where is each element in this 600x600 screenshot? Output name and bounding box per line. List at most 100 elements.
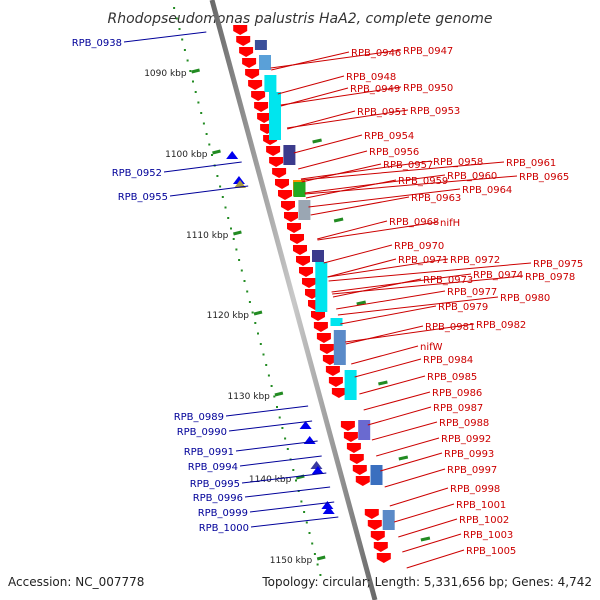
gene-label-rpb-0973[interactable]: RPB_0973 <box>423 275 473 286</box>
ruler-dot <box>192 80 194 83</box>
reverse-gene-arrow <box>232 176 245 184</box>
gene-label-rpb-1002[interactable]: RPB_1002 <box>459 515 509 526</box>
label-leader <box>228 420 313 432</box>
label-leader <box>277 75 345 95</box>
gene-label-rpb-0999[interactable]: RPB_0999 <box>198 508 248 519</box>
label-leader <box>384 468 446 488</box>
ruler-dot <box>197 101 200 104</box>
gene-label-rpb-0968[interactable]: RPB_0968 <box>389 217 439 228</box>
gene-label-rpb-0998[interactable]: RPB_0998 <box>450 484 500 495</box>
gene-arrow <box>313 322 328 332</box>
gene-label-rpb-0971[interactable]: RPB_0971 <box>398 255 448 266</box>
gene-label-rpb-0952[interactable]: RPB_0952 <box>112 168 162 179</box>
label-leader <box>308 188 461 208</box>
gene-label-rpb-0959[interactable]: RPB_0959 <box>398 176 448 187</box>
label-leader <box>327 258 397 278</box>
gene-arrow <box>233 25 248 35</box>
gene-label-rpb-1001[interactable]: RPB_1001 <box>456 500 506 511</box>
label-leader <box>244 486 331 498</box>
gene-label-rpb-0977[interactable]: RPB_0977 <box>447 287 497 298</box>
gene-label-rpb-0938[interactable]: RPB_0938 <box>72 38 122 49</box>
gene-label-rpb-0956[interactable]: RPB_0956 <box>369 147 419 158</box>
gene-arrow <box>376 553 391 563</box>
gene-label-rpb-0950[interactable]: RPB_0950 <box>403 83 453 94</box>
gene-arrow <box>367 520 382 530</box>
gene-block <box>358 420 371 440</box>
label-leader <box>123 31 207 43</box>
gene-label-rpb-1005[interactable]: RPB_1005 <box>466 546 516 557</box>
gene-label-rpb-0994[interactable]: RPB_0994 <box>188 462 238 473</box>
gene-label-rpb-0964[interactable]: RPB_0964 <box>462 185 512 196</box>
gene-arrow <box>296 256 310 266</box>
reverse-gene-arrow <box>226 151 239 159</box>
gene-label-rpb-0965[interactable]: RPB_0965 <box>519 172 569 183</box>
ruler-dot <box>316 563 319 566</box>
ruler-dot <box>238 259 241 261</box>
gene-label-rpb-0972[interactable]: RPB_0972 <box>450 255 500 266</box>
gene-label-rpb-0979[interactable]: RPB_0979 <box>438 302 488 313</box>
gene-label-rpb-0985[interactable]: RPB_0985 <box>427 372 477 383</box>
gene-label-nifh[interactable]: nifH <box>440 218 460 229</box>
gene-arrow <box>266 146 281 156</box>
gene-label-rpb-1000[interactable]: RPB_1000 <box>199 523 249 534</box>
gene-label-rpb-0991[interactable]: RPB_0991 <box>184 447 234 458</box>
gene-label-rpb-0986[interactable]: RPB_0986 <box>432 388 482 399</box>
gene-label-rpb-0980[interactable]: RPB_0980 <box>500 293 550 304</box>
gene-block <box>330 318 343 326</box>
gene-label-rpb-0984[interactable]: RPB_0984 <box>423 355 473 366</box>
ruler-tick <box>333 217 344 223</box>
gene-label-rpb-0948[interactable]: RPB_0948 <box>346 72 396 83</box>
gene-label-rpb-0958[interactable]: RPB_0958 <box>433 157 483 168</box>
gene-label-rpb-0975[interactable]: RPB_0975 <box>533 259 583 270</box>
gene-label-rpb-0955[interactable]: RPB_0955 <box>118 192 168 203</box>
gene-label-rpb-0997[interactable]: RPB_0997 <box>447 465 497 476</box>
gene-label-nifw[interactable]: nifW <box>420 342 443 353</box>
gene-label-rpb-0992[interactable]: RPB_0992 <box>441 434 491 445</box>
ruler-dot <box>216 175 219 177</box>
gene-label-rpb-0949[interactable]: RPB_0949 <box>350 84 400 95</box>
label-leader <box>331 273 472 293</box>
gene-arrow <box>275 179 289 189</box>
reverse-gene-arrow <box>311 466 324 474</box>
gene-features <box>226 25 395 563</box>
gene-label-rpb-0993[interactable]: RPB_0993 <box>444 449 494 460</box>
label-leader <box>327 258 449 278</box>
ruler-label: 1090 kbp <box>144 69 187 79</box>
gene-label-rpb-0961[interactable]: RPB_0961 <box>506 158 556 169</box>
gene-label-rpb-0982[interactable]: RPB_0982 <box>476 320 526 331</box>
label-leader <box>280 86 402 106</box>
ruler-dot <box>189 70 192 72</box>
gene-label-rpb-0970[interactable]: RPB_0970 <box>394 241 444 252</box>
label-leader <box>250 516 339 528</box>
gene-label-rpb-0953[interactable]: RPB_0953 <box>410 106 460 117</box>
gene-arrow <box>325 366 340 376</box>
gene-label-rpb-0954[interactable]: RPB_0954 <box>364 131 414 142</box>
gene-label-rpb-0988[interactable]: RPB_0988 <box>439 418 489 429</box>
gene-label-rpb-0951[interactable]: RPB_0951 <box>357 107 407 118</box>
label-leader <box>163 161 242 173</box>
gene-label-rpb-0996[interactable]: RPB_0996 <box>193 493 243 504</box>
ruler-tick <box>420 536 431 542</box>
gene-arrow <box>299 267 313 277</box>
gene-block <box>259 55 271 70</box>
gene-label-rpb-0978[interactable]: RPB_0978 <box>525 272 575 283</box>
label-leader <box>389 487 449 507</box>
gene-label-rpb-0947[interactable]: RPB_0947 <box>403 46 453 57</box>
gene-label-rpb-1003[interactable]: RPB_1003 <box>463 530 513 541</box>
ruler-tick <box>253 310 263 316</box>
ruler-dot <box>240 269 243 272</box>
gene-label-rpb-0990[interactable]: RPB_0990 <box>177 427 227 438</box>
gene-label-rpb-0989[interactable]: RPB_0989 <box>174 412 224 423</box>
gene-label-rpb-0963[interactable]: RPB_0963 <box>411 193 461 204</box>
gene-label-rpb-0987[interactable]: RPB_0987 <box>433 403 483 414</box>
gene-label-rpb-0960[interactable]: RPB_0960 <box>447 171 497 182</box>
ruler-dot <box>305 521 308 524</box>
gene-label-rpb-0957[interactable]: RPB_0957 <box>383 160 433 171</box>
ruler-label: 1100 kbp <box>165 150 208 160</box>
label-leader <box>270 49 402 69</box>
gene-label-rpb-0974[interactable]: RPB_0974 <box>473 270 523 281</box>
ruler-dot <box>267 374 270 377</box>
ruler-tick <box>378 380 388 386</box>
gene-label-rpb-0995[interactable]: RPB_0995 <box>190 479 240 490</box>
